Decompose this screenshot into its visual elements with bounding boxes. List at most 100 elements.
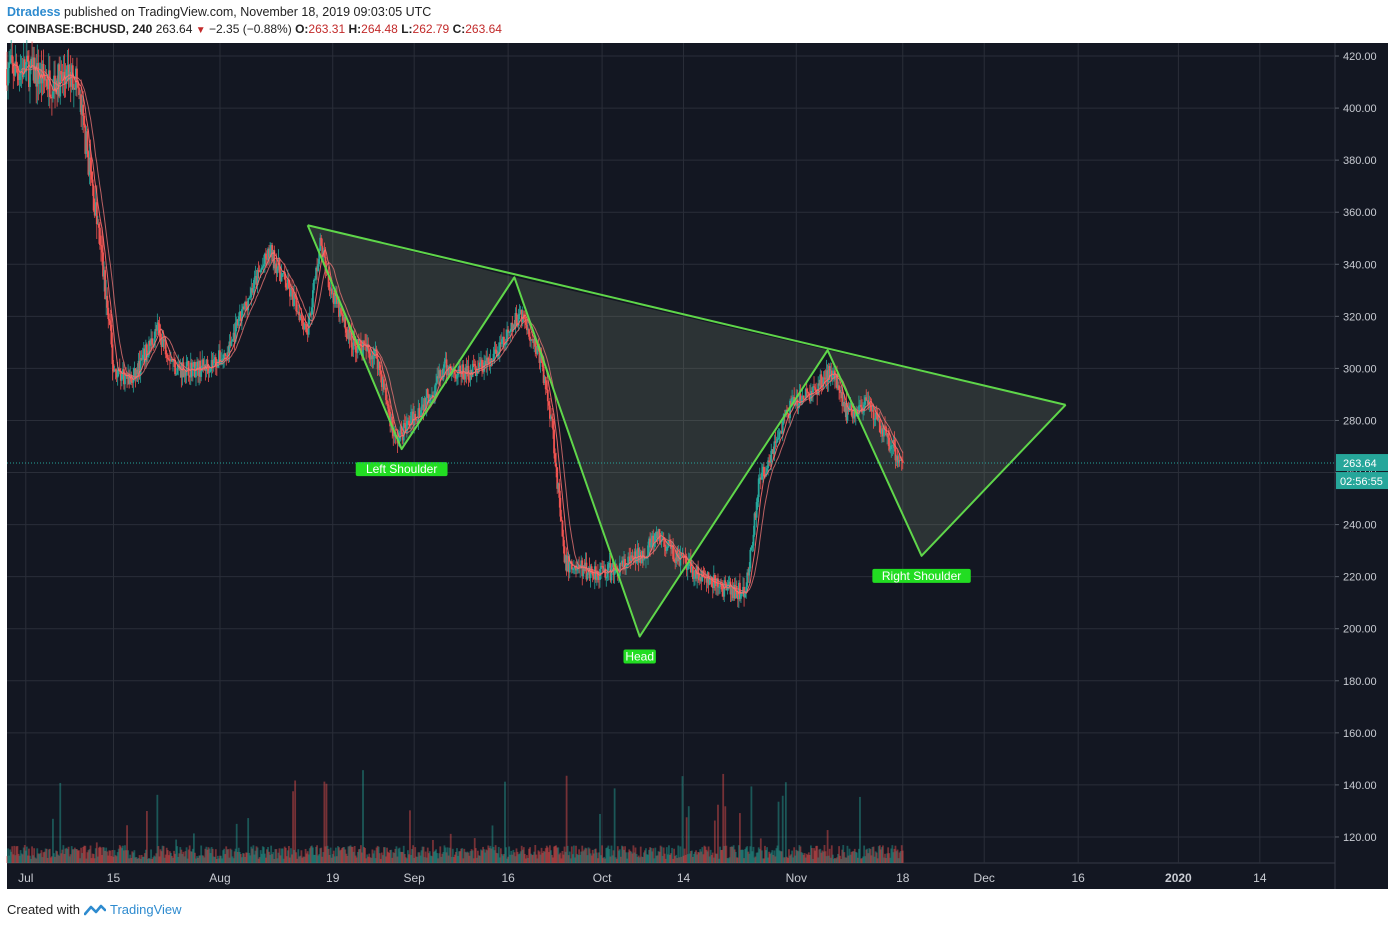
volume-bar xyxy=(827,855,830,863)
tradingview-brand[interactable]: TradingView xyxy=(109,902,182,917)
volume-bar xyxy=(173,850,175,863)
price-axis[interactable] xyxy=(1335,43,1388,863)
candle-body xyxy=(250,288,253,297)
candle-body xyxy=(253,277,256,289)
volume-bar xyxy=(658,851,661,863)
volume-bar xyxy=(515,848,518,863)
volume-bar xyxy=(447,855,450,863)
volume-bar xyxy=(322,852,325,863)
volume-bar xyxy=(602,858,605,863)
grid-lines xyxy=(7,43,1339,863)
close-label: C: xyxy=(452,22,466,36)
candle-body xyxy=(456,375,458,379)
volume-bar xyxy=(709,849,712,863)
plot-area[interactable] xyxy=(7,43,1335,863)
candle-body xyxy=(324,256,327,272)
volume-bar xyxy=(302,856,305,863)
candle-body xyxy=(805,388,808,392)
volume-bar xyxy=(130,857,133,863)
volume-bar xyxy=(845,857,848,863)
candle-body xyxy=(508,332,511,334)
price-tick-label: 180.00 xyxy=(1343,676,1377,688)
volume-bar xyxy=(831,854,834,863)
candle-body xyxy=(112,364,115,372)
volume-bar xyxy=(473,838,476,863)
volume-bar xyxy=(490,848,493,863)
candle-body xyxy=(374,348,377,350)
volume-bar xyxy=(398,847,401,863)
candle-body xyxy=(814,387,816,391)
volume-bar xyxy=(623,849,625,863)
volume-bar xyxy=(224,854,227,863)
volume-bar xyxy=(148,858,150,863)
candle-body xyxy=(159,332,162,337)
volume-bar xyxy=(44,848,47,863)
volume-bar xyxy=(652,848,655,863)
candle-body xyxy=(445,359,448,376)
volume-bar xyxy=(472,858,475,863)
volume-bar xyxy=(105,847,108,863)
candle-body xyxy=(513,324,516,328)
volume-bar xyxy=(838,846,840,863)
volume-bar xyxy=(154,856,157,863)
volume-bar xyxy=(175,839,178,863)
candle-body xyxy=(25,55,28,65)
volume-bar xyxy=(815,845,818,863)
volume-bar xyxy=(241,857,243,863)
volume-bar xyxy=(735,857,738,863)
time-tick-labels: Jul 15 Aug 19 Sep 16 Oct 14 Nov 18 Dec 16 2020 14 xyxy=(18,871,1267,885)
volume-bar xyxy=(378,853,381,863)
volume-bar xyxy=(508,846,511,863)
volume-bar xyxy=(52,818,54,863)
time-axis[interactable] xyxy=(7,863,1388,889)
volume-bar xyxy=(598,852,600,863)
candle-body xyxy=(801,395,804,400)
author-name[interactable]: Dtradess xyxy=(7,5,61,19)
volume-bar xyxy=(42,852,45,863)
price-tick-label: 320.00 xyxy=(1343,311,1377,323)
candle-body xyxy=(625,566,628,568)
volume-bar xyxy=(613,788,616,863)
candle-body xyxy=(578,565,581,569)
volume-bar xyxy=(438,853,441,863)
candle-body xyxy=(436,376,439,383)
volume-bar xyxy=(368,853,371,863)
candle-body xyxy=(495,350,498,357)
volume-bar xyxy=(688,853,691,863)
volume-bar xyxy=(70,846,73,863)
volume-bar xyxy=(796,850,799,863)
volume-bar xyxy=(812,858,814,863)
candle-body xyxy=(560,516,563,521)
candle-body xyxy=(223,353,226,359)
volume-bar xyxy=(890,848,893,863)
volume-bar xyxy=(275,849,278,863)
volume-bar xyxy=(662,847,665,863)
volume-bar xyxy=(547,852,550,863)
volume-bar xyxy=(47,849,50,863)
candle-body xyxy=(659,539,662,542)
candle-body xyxy=(10,55,13,63)
volume-bar xyxy=(533,851,536,863)
volume-bar xyxy=(150,849,152,863)
candle-body xyxy=(313,279,315,291)
volume-bar xyxy=(190,851,193,863)
volume-bar xyxy=(750,786,753,863)
volume-bar xyxy=(134,857,137,863)
candle-body xyxy=(180,365,183,378)
candle-body xyxy=(563,546,566,563)
candle-body xyxy=(804,388,807,400)
volume-bar xyxy=(778,850,781,863)
candle-body xyxy=(263,253,266,265)
volume-bar xyxy=(143,853,146,863)
volume-bar xyxy=(101,855,103,863)
volume-bar xyxy=(13,845,16,863)
candle-body xyxy=(375,348,378,359)
volume-bar xyxy=(397,848,400,863)
volume-bar xyxy=(464,851,467,863)
volume-bar xyxy=(72,849,75,863)
volume-bar xyxy=(740,849,742,863)
volume-bar xyxy=(202,855,205,863)
volume-bar xyxy=(537,850,540,863)
